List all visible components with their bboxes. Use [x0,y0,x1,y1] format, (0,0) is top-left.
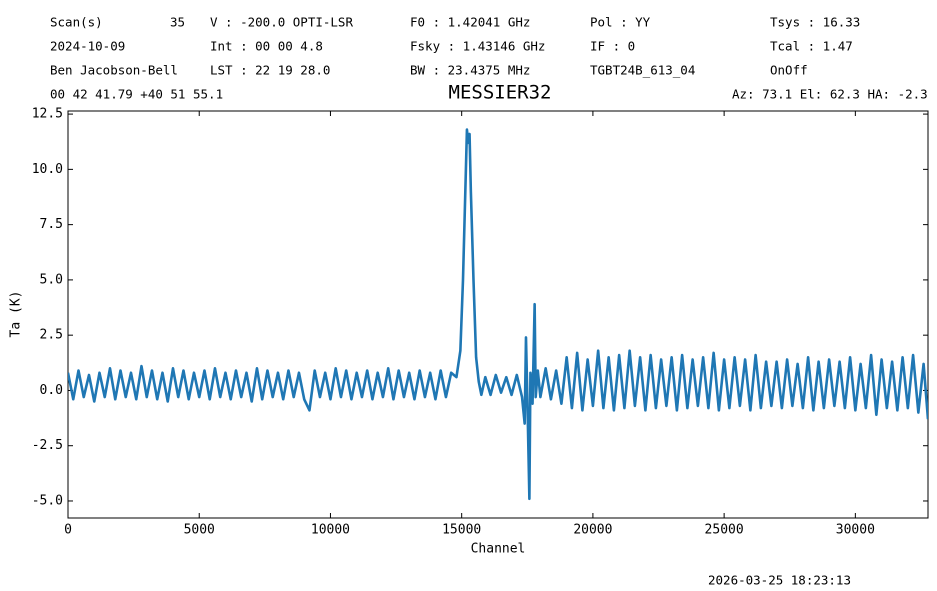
y-tick-label: 5.0 [40,272,63,287]
y-tick-label: 0.0 [40,383,63,398]
header-field: LST : 22 19 28.0 [210,63,330,78]
spectrum-line [68,128,928,501]
x-tick-label: 10000 [311,523,350,538]
x-tick-label: 0 [64,523,72,538]
header-field: V : -200.0 OPTI-LSR [210,15,353,30]
header-field: Pol : YY [590,15,651,30]
header-field: 35 [170,15,185,30]
y-tick-label: -5.0 [32,493,63,508]
chart-title: MESSIER32 [449,82,552,104]
header-field: F0 : 1.42041 GHz [410,15,530,30]
y-tick-label: 10.0 [32,162,63,177]
x-tick-label: 15000 [442,523,481,538]
coordinates: 00 42 41.79 +40 51 55.1 [50,87,223,102]
pointing: Az: 73.1 El: 62.3 HA: -2.3 [732,87,928,102]
header-field: Ben Jacobson-Bell [50,63,178,78]
header-field: Scan(s) [50,15,103,30]
x-tick-label: 25000 [705,523,744,538]
x-tick-label: 20000 [573,523,612,538]
header-field: Tsys : 16.33 [770,15,860,30]
header-field: Tcal : 1.47 [770,39,853,54]
x-tick-label: 30000 [836,523,875,538]
header-field: IF : 0 [590,39,635,54]
x-axis-label: Channel [471,542,526,557]
y-tick-label: 2.5 [40,328,63,343]
header-field: BW : 23.4375 MHz [410,63,530,78]
y-tick-label: 12.5 [32,107,63,122]
timestamp: 2026-03-25 18:23:13 [708,573,851,588]
header-field: Fsky : 1.43146 GHz [410,39,545,54]
y-tick-label: 7.5 [40,217,63,232]
header-field: OnOff [770,63,808,78]
y-tick-label: -2.5 [32,438,63,453]
header-field: 2024-10-09 [50,39,125,54]
y-axis-label: Ta (K) [9,291,24,338]
header-field: Int : 00 00 4.8 [210,39,323,54]
plot-frame [67,110,929,519]
header-field: TGBT24B_613_04 [590,63,695,78]
x-tick-label: 5000 [184,523,215,538]
